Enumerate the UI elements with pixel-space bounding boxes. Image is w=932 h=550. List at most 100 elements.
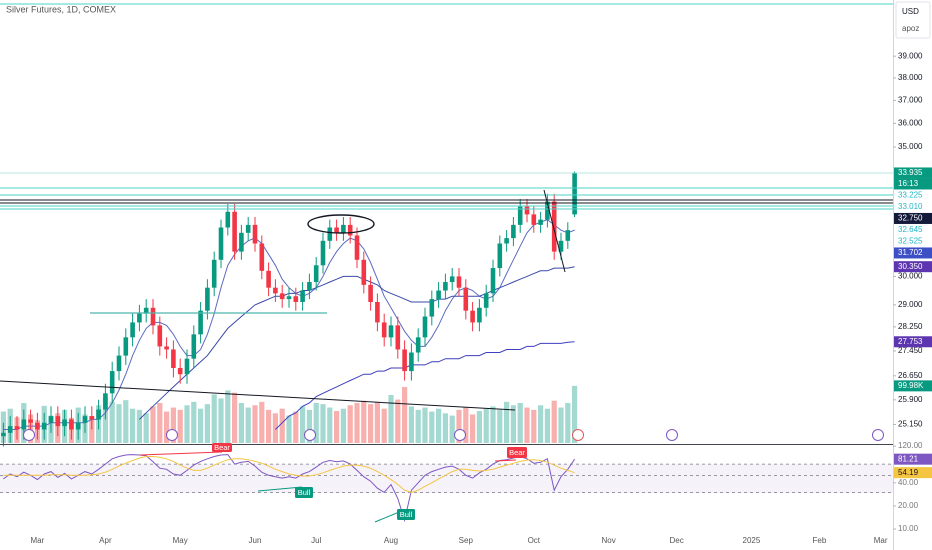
divergence-line — [494, 459, 517, 462]
bull-label — [295, 487, 313, 498]
candle-body — [225, 211, 231, 228]
volume-bar — [150, 406, 156, 443]
candle-body — [456, 276, 462, 288]
volume-bar — [143, 413, 149, 443]
candle-body — [211, 259, 217, 288]
candle-body — [218, 227, 224, 260]
candle-body — [422, 316, 428, 338]
candle-body — [252, 224, 258, 244]
candle-body — [7, 426, 13, 433]
volume-bar — [300, 406, 306, 443]
price-tag — [894, 201, 932, 213]
volume-bar — [510, 405, 516, 443]
candle-body — [443, 282, 448, 291]
alert-icon[interactable] — [572, 429, 584, 441]
replay-icon[interactable] — [454, 429, 466, 441]
volume-bar — [476, 411, 482, 443]
candle-body — [565, 230, 571, 241]
moving-average — [275, 341, 575, 430]
rsi-line — [3, 456, 575, 493]
x-tick-label: Aug — [384, 536, 398, 545]
volume-bar — [361, 400, 367, 443]
replay-icon[interactable] — [304, 429, 316, 441]
candle-body — [82, 416, 88, 423]
candle-body — [21, 419, 27, 430]
volume-bar — [232, 392, 238, 443]
volume-bar — [463, 407, 469, 443]
candle-body — [123, 337, 129, 356]
y-tick-label: 25.900 — [898, 395, 923, 404]
volume-bar — [279, 408, 285, 443]
price-tag — [894, 247, 932, 259]
price-tag-label: 31.702 — [898, 248, 923, 257]
annotation: Bear — [509, 448, 525, 457]
candle-body — [490, 268, 496, 294]
candle-body — [55, 416, 61, 427]
x-tick-label: May — [173, 536, 188, 545]
candle-body — [62, 419, 67, 427]
data-layer: Mar Apr May Jun Jul Aug Sep Oct Nov Dec 2025 Feb Mar — [0, 171, 893, 545]
volume-bar — [170, 407, 176, 443]
replay-icon[interactable] — [23, 429, 35, 441]
account: apoz — [902, 24, 919, 33]
candle-body — [388, 325, 394, 338]
volume-bar — [164, 411, 170, 443]
rsi-tick-label: 10.00 — [898, 524, 919, 533]
candle-body — [320, 240, 326, 266]
y-tick-label: 26.650 — [898, 371, 923, 380]
volume-bar — [191, 401, 197, 443]
replay-icon[interactable] — [666, 429, 678, 441]
y-tick-label: 37.000 — [898, 95, 923, 104]
volume-bar — [381, 408, 387, 443]
volume-bar — [157, 403, 163, 443]
candle-body — [381, 322, 387, 338]
divergence-line — [139, 451, 223, 456]
price-tag — [894, 235, 932, 247]
volume-bar — [470, 414, 476, 443]
candle-body — [517, 206, 523, 225]
rsi-tag-label: 54.19 — [898, 468, 919, 477]
volume-bar — [259, 401, 265, 443]
volume-bar — [558, 407, 564, 443]
volume-bar — [238, 403, 244, 443]
candle-body — [143, 307, 149, 314]
countdown: 16:13 — [898, 179, 919, 188]
candle-body — [96, 409, 101, 420]
candle-body — [477, 307, 482, 323]
candle-body — [177, 367, 183, 375]
bear-label — [212, 443, 232, 452]
rsi-band — [0, 464, 893, 493]
volume-bar — [524, 407, 530, 443]
divergence-line — [257, 486, 303, 492]
volume-tag-label: 99.98K — [898, 381, 924, 390]
candle-body — [531, 214, 537, 225]
candle-body — [327, 227, 333, 241]
countdown-tag — [894, 178, 932, 190]
replay-icon[interactable] — [872, 429, 884, 441]
bear-label — [507, 447, 527, 458]
axis-layer: 39.000 38.000 37.000 36.000 35.000 30.000 29.0… — [893, 51, 932, 533]
currency-box[interactable] — [895, 1, 931, 39]
price-tag-label: 33.010 — [898, 202, 923, 211]
bull-label — [397, 509, 415, 520]
candle-body — [28, 419, 33, 423]
annotation: Bull — [400, 510, 413, 519]
x-tick-label: 2025 — [743, 536, 761, 545]
volume-bar — [313, 403, 319, 443]
replay-icon[interactable] — [166, 429, 178, 441]
price-tag-label: 32.645 — [898, 225, 923, 234]
rsi-tick-label: 40.00 — [898, 478, 919, 487]
candle-body — [395, 325, 401, 350]
volume-bar — [198, 408, 204, 443]
candle-body — [137, 313, 142, 323]
x-tick-label: Jul — [311, 536, 321, 545]
candle-body — [239, 232, 244, 252]
annotation: Bear — [214, 443, 230, 452]
volume-bar — [327, 407, 333, 443]
rsi-line — [3, 454, 576, 523]
price-tag-label: 27.753 — [898, 337, 923, 346]
volume-bar — [368, 404, 374, 443]
candle-body — [286, 296, 292, 300]
volume-bar — [544, 408, 550, 443]
candle-body — [463, 287, 469, 311]
